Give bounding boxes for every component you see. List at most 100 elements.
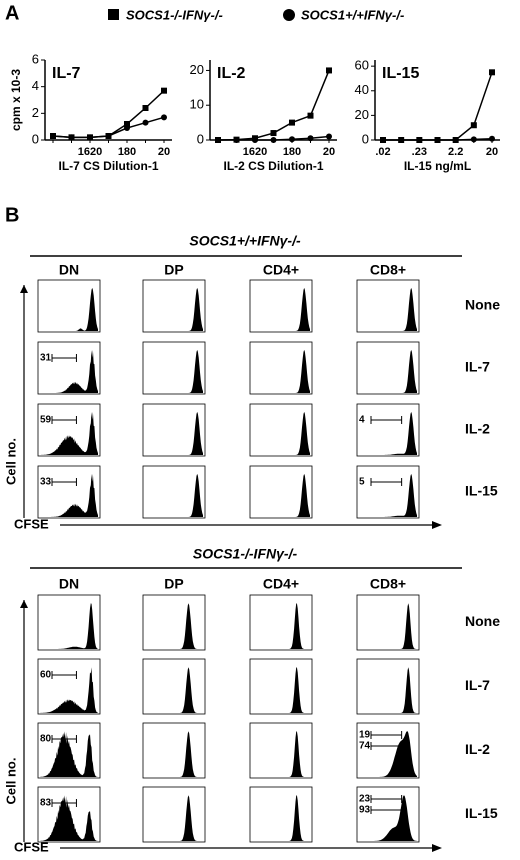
histogram-frame bbox=[249, 594, 313, 651]
row-label: None bbox=[465, 297, 500, 313]
histogram-frame bbox=[356, 594, 420, 651]
histogram-frame bbox=[356, 465, 420, 519]
arrow-head bbox=[432, 844, 442, 852]
x-axis-label: IL-15 ng/mL bbox=[404, 159, 471, 173]
row-label: IL-2 bbox=[465, 421, 490, 437]
marker bbox=[452, 137, 459, 143]
histogram bbox=[145, 731, 203, 777]
y-tick-label: 0 bbox=[362, 131, 369, 146]
legend-marker bbox=[108, 9, 119, 20]
y-tick-label: 4 bbox=[32, 78, 39, 93]
histogram-frame bbox=[142, 658, 206, 715]
histogram bbox=[252, 603, 310, 649]
marker bbox=[289, 136, 295, 143]
histogram-frame bbox=[142, 403, 206, 457]
y-tick-label: 20 bbox=[190, 62, 204, 77]
x-axis-label: IL-2 CS Dilution-1 bbox=[224, 159, 324, 173]
marker bbox=[289, 119, 295, 126]
histogram bbox=[40, 287, 98, 331]
gate-label: 74 bbox=[359, 741, 371, 752]
x-tick-label: 1620 bbox=[78, 146, 102, 158]
y-axis-label: Cell no. bbox=[3, 758, 18, 805]
marker bbox=[233, 137, 240, 143]
histogram bbox=[145, 603, 203, 649]
histogram-frame bbox=[249, 279, 313, 333]
y-axis-label: Cell no. bbox=[3, 438, 18, 485]
histogram-frame bbox=[142, 594, 206, 651]
histogram bbox=[40, 473, 98, 517]
column-header: DN bbox=[59, 576, 79, 592]
histogram-frame bbox=[142, 465, 206, 519]
histogram bbox=[145, 411, 203, 455]
x-axis-label: CFSE bbox=[14, 516, 49, 531]
histogram bbox=[359, 667, 417, 713]
histogram bbox=[359, 731, 417, 777]
gate-label: 93 bbox=[359, 805, 371, 816]
y-tick-label: 2 bbox=[32, 105, 39, 120]
histogram-frame bbox=[356, 279, 420, 333]
histogram bbox=[359, 411, 417, 455]
marker bbox=[270, 130, 277, 137]
marker bbox=[142, 119, 149, 126]
histogram-frame bbox=[249, 465, 313, 519]
y-tick-label: 0 bbox=[32, 131, 39, 146]
column-header: CD8+ bbox=[370, 576, 406, 592]
y-tick-label: 20 bbox=[355, 107, 369, 122]
histogram-frame bbox=[37, 658, 101, 715]
histogram bbox=[145, 473, 203, 517]
marker bbox=[124, 121, 130, 127]
x-tick-label: 180 bbox=[283, 146, 301, 158]
column-header: DP bbox=[164, 262, 183, 278]
gate-label: 59 bbox=[40, 415, 52, 426]
row-label: IL-2 bbox=[465, 741, 490, 757]
histogram bbox=[252, 287, 310, 331]
series-line bbox=[383, 72, 493, 141]
histogram bbox=[145, 795, 203, 841]
marker bbox=[124, 125, 130, 131]
row-label: IL-15 bbox=[465, 483, 498, 499]
histogram-frame bbox=[249, 658, 313, 715]
legend-marker bbox=[283, 9, 295, 21]
row-label: IL-7 bbox=[465, 359, 490, 375]
histogram-frame bbox=[37, 786, 101, 843]
x-tick-label: .02 bbox=[375, 146, 390, 158]
histogram bbox=[40, 731, 98, 777]
y-tick-label: 10 bbox=[190, 97, 204, 112]
histogram-frame bbox=[249, 722, 313, 779]
gate-label: 33 bbox=[40, 477, 52, 488]
histogram-frame bbox=[356, 403, 420, 457]
chart-title: IL-7 bbox=[52, 65, 81, 82]
gate-label: 60 bbox=[40, 670, 52, 681]
gate-label: 83 bbox=[40, 798, 52, 809]
histogram-frame bbox=[37, 722, 101, 779]
marker bbox=[307, 135, 314, 142]
x-axis-label: CFSE bbox=[14, 839, 49, 854]
histogram-frame bbox=[37, 341, 101, 395]
histogram bbox=[252, 667, 310, 713]
x-axis-label: IL-7 CS Dilution-1 bbox=[59, 159, 159, 173]
histogram-frame bbox=[142, 722, 206, 779]
legend-label: SOCS1+/+IFNγ-/- bbox=[301, 7, 404, 22]
marker bbox=[380, 137, 386, 143]
gate-label: 4 bbox=[359, 415, 365, 426]
arrow-head bbox=[20, 285, 28, 293]
x-tick-label: .23 bbox=[412, 146, 427, 158]
histogram bbox=[145, 667, 203, 713]
histogram bbox=[40, 349, 98, 393]
histogram bbox=[252, 411, 310, 455]
histogram bbox=[40, 667, 98, 713]
histogram bbox=[359, 473, 417, 517]
marker bbox=[470, 136, 477, 143]
gate-label: 19 bbox=[359, 730, 371, 741]
group-title: SOCS1-/-IFNγ-/- bbox=[193, 546, 298, 562]
histogram-frame bbox=[37, 465, 101, 519]
gate-label: 5 bbox=[359, 477, 365, 488]
y-tick-label: 0 bbox=[197, 131, 204, 146]
histogram bbox=[145, 349, 203, 393]
panel-label: A bbox=[5, 2, 19, 24]
group-title: SOCS1+/+IFNγ-/- bbox=[189, 233, 301, 249]
marker bbox=[416, 137, 423, 143]
x-tick-label: 1620 bbox=[243, 146, 267, 158]
histogram bbox=[40, 795, 98, 841]
